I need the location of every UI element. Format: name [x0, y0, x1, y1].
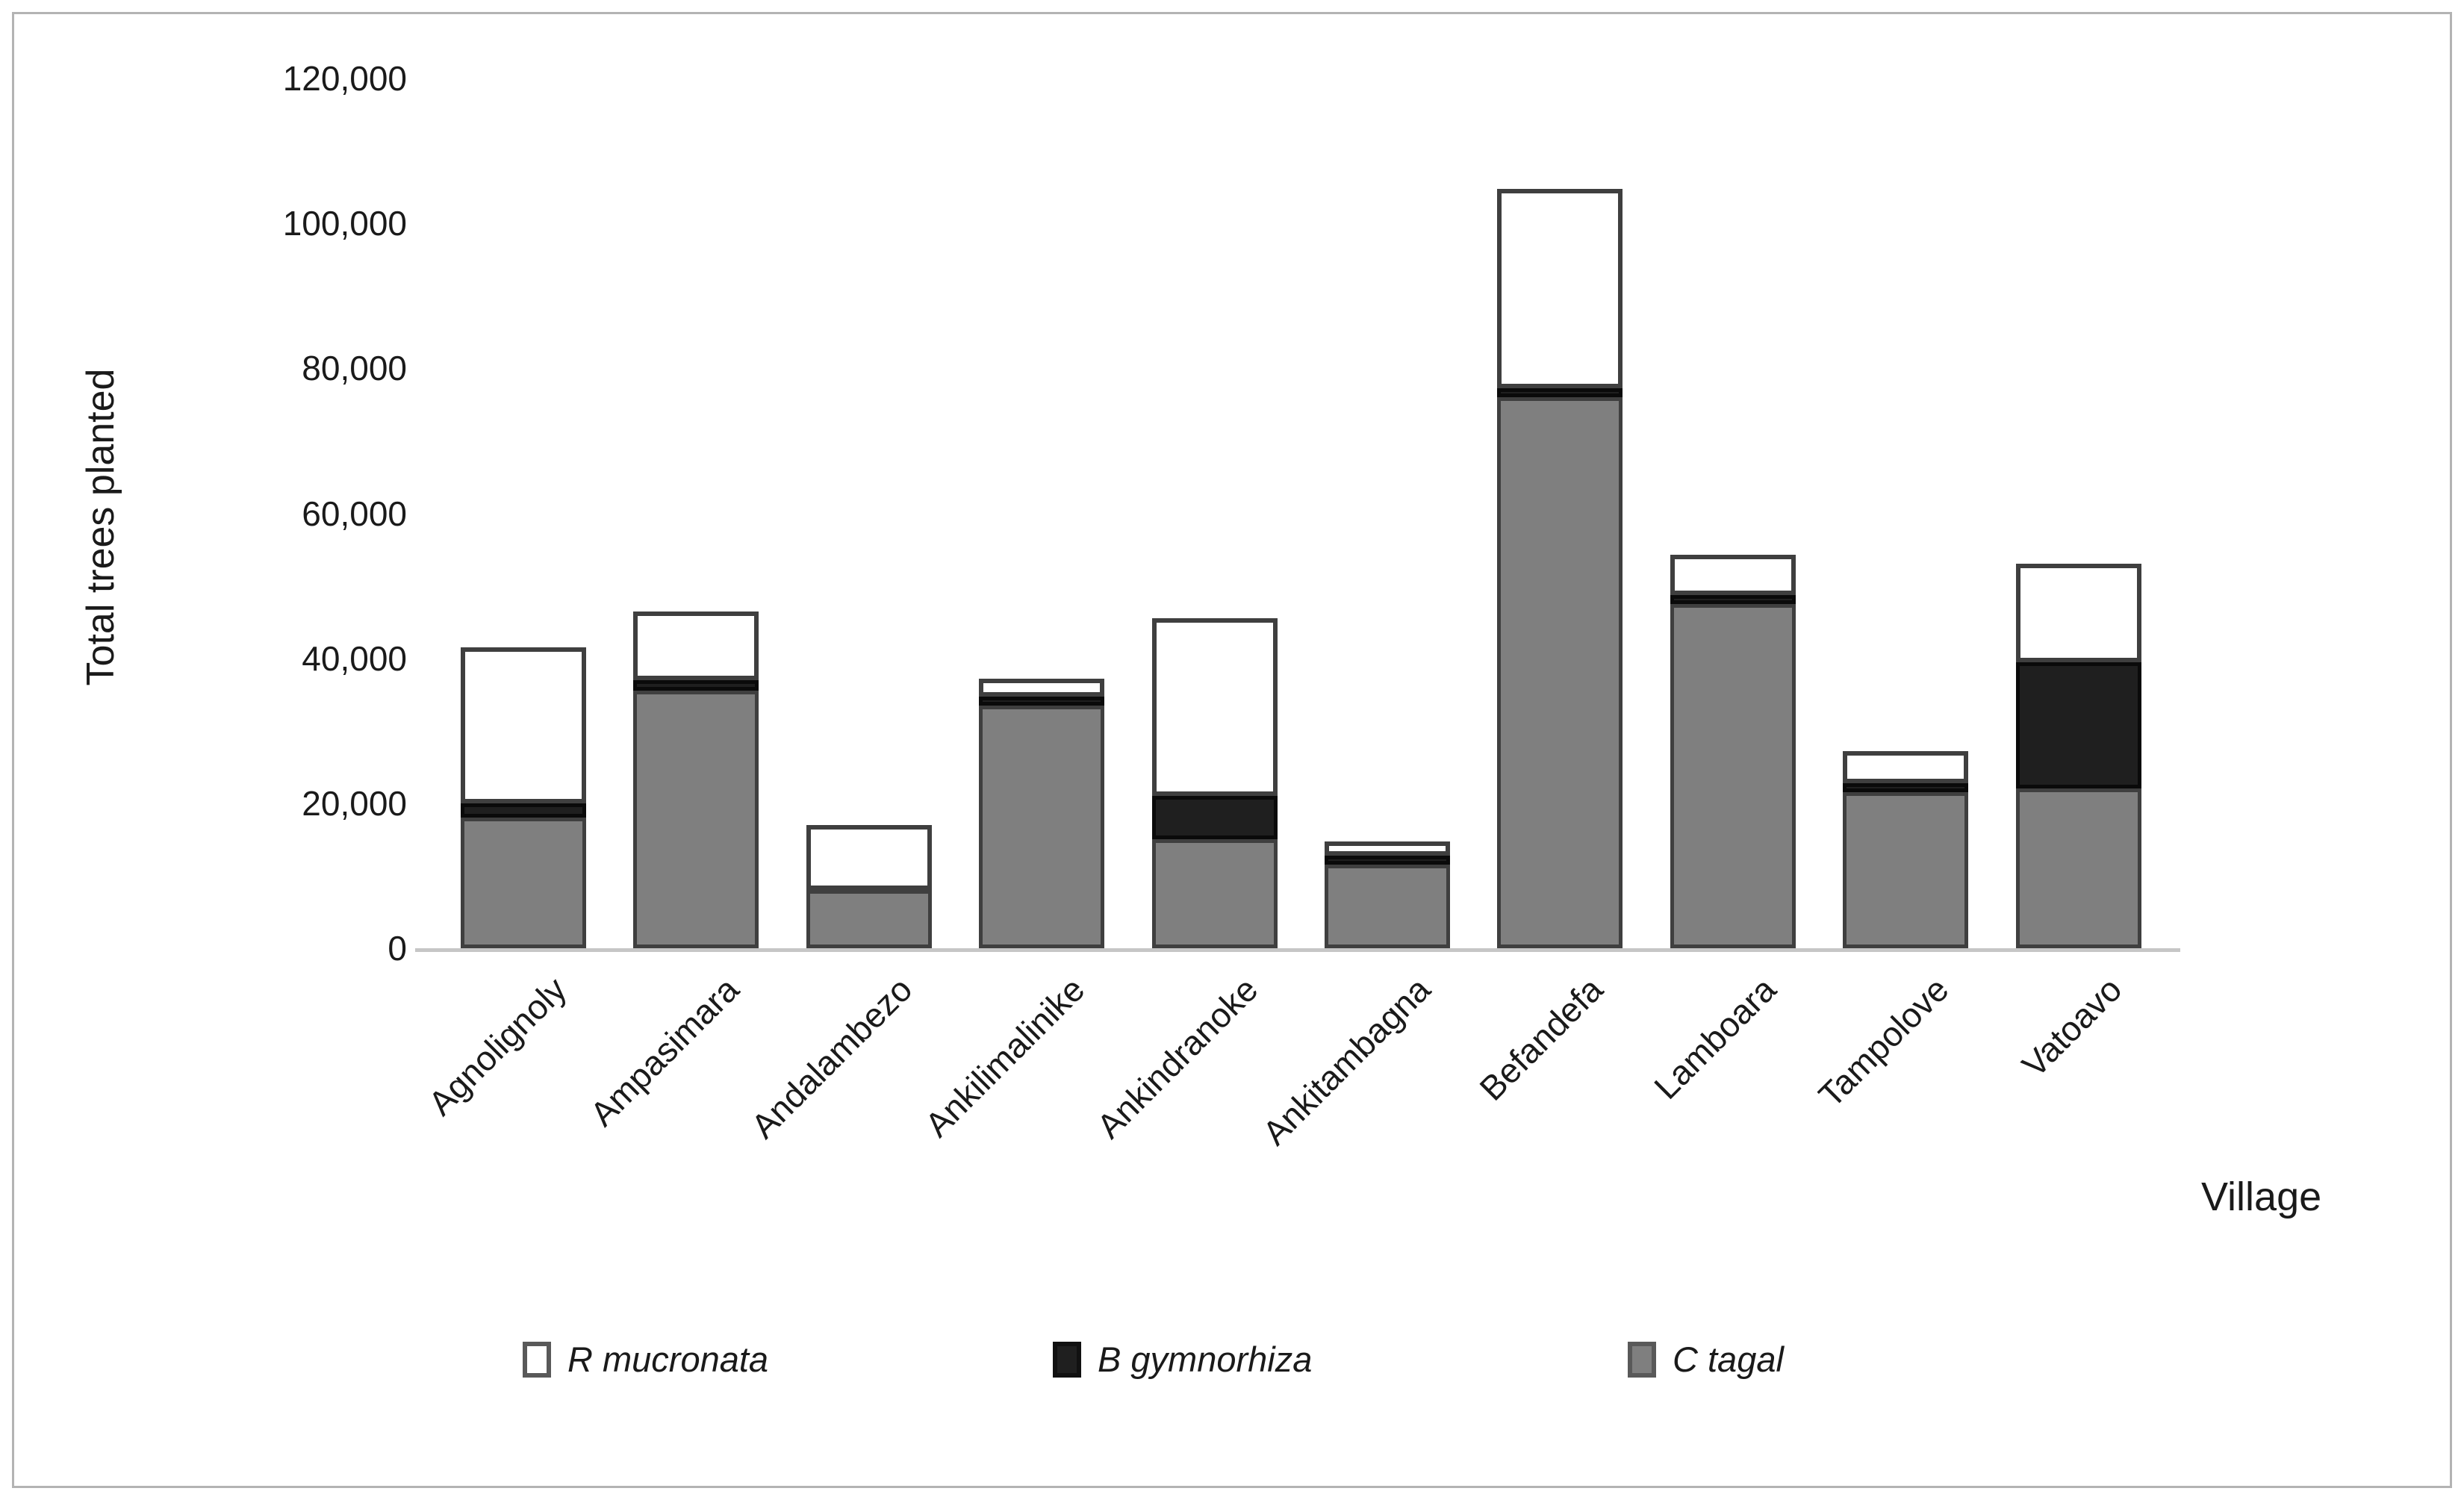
y-tick-label: 0 [388, 929, 407, 968]
y-tick-label: 100,000 [282, 204, 407, 243]
bar-agnolignoly [461, 647, 586, 948]
x-tick-label: Ampasimara [582, 969, 747, 1134]
legend-label: C tagal [1673, 1339, 1784, 1379]
legend-swatch-icon [1053, 1341, 1081, 1378]
legend-label: R mucronata [567, 1339, 769, 1379]
c-tagal-segment [1497, 397, 1623, 948]
x-tick-label: Ankitambagna [1254, 969, 1438, 1153]
x-tick-label: Befandefa [1472, 969, 1611, 1108]
x-tick-label: Andalambezo [743, 969, 920, 1146]
r-mucronata-segment [1497, 189, 1623, 389]
bar-ankilimalinike [979, 678, 1105, 948]
b-gymnorhiza-segment [1151, 796, 1278, 840]
y-tick-label: 60,000 [302, 494, 407, 533]
bar-ampasimara [633, 611, 759, 948]
c-tagal-segment [806, 890, 932, 948]
legend-label: B gymnorhiza [1098, 1339, 1313, 1379]
b-gymnorhiza-segment [1497, 388, 1623, 398]
legend-swatch-icon [1628, 1341, 1656, 1378]
y-tick-label: 40,000 [302, 638, 407, 678]
bar-ankindranoke [1151, 618, 1278, 948]
b-gymnorhiza-segment [461, 803, 586, 818]
x-tick-label: Agnolignoly [420, 969, 574, 1123]
bar-befandefa [1497, 189, 1623, 948]
x-axis-title: Village [2201, 1174, 2322, 1219]
y-tick-label: 80,000 [302, 349, 407, 388]
bar-ankitambagna [1325, 841, 1450, 948]
x-tick-label: Tampolove [1811, 969, 1956, 1115]
r-mucronata-segment [633, 611, 759, 680]
x-tick-label: Ankilimalinike [917, 969, 1092, 1145]
c-tagal-segment [2015, 788, 2141, 948]
r-mucronata-segment [979, 678, 1105, 697]
c-tagal-segment [1843, 792, 1969, 948]
b-gymnorhiza-segment [979, 696, 1105, 706]
bar-tampolove [1843, 750, 1969, 948]
x-tick-label: Ankindranoke [1089, 969, 1266, 1146]
r-mucronata-segment [2015, 564, 2141, 662]
legend-item-c-tagal: C tagal [1628, 1339, 1784, 1380]
legend-item-r-mucronata: R mucronata [523, 1339, 768, 1380]
b-gymnorhiza-segment [1325, 856, 1450, 865]
x-tick-label: Vatoavo [2014, 969, 2129, 1085]
b-gymnorhiza-segment [1843, 783, 1969, 793]
r-mucronata-segment [1843, 750, 1969, 784]
r-mucronata-segment [806, 824, 932, 891]
r-mucronata-segment [1325, 841, 1450, 856]
y-tick-label: 120,000 [282, 59, 407, 98]
bar-vatoavo [2015, 564, 2141, 948]
c-tagal-segment [633, 691, 759, 948]
r-mucronata-segment [1151, 618, 1278, 797]
bar-andalambezo [806, 824, 932, 948]
c-tagal-segment [979, 705, 1105, 948]
r-mucronata-segment [1670, 555, 1796, 595]
r-mucronata-segment [461, 647, 586, 803]
legend-swatch-icon [523, 1341, 551, 1378]
c-tagal-segment [1325, 865, 1450, 948]
y-tick-label: 20,000 [302, 783, 407, 823]
c-tagal-segment [1151, 839, 1278, 948]
bar-lamboara [1670, 555, 1796, 948]
b-gymnorhiza-segment [1670, 594, 1796, 604]
c-tagal-segment [461, 818, 586, 948]
legend-item-b-gymnorhiza: B gymnorhiza [1053, 1339, 1312, 1380]
x-axis-line [415, 948, 2180, 952]
b-gymnorhiza-segment [2015, 662, 2141, 789]
c-tagal-segment [1670, 603, 1796, 948]
b-gymnorhiza-segment [633, 679, 759, 691]
x-tick-label: Lamboara [1646, 969, 1784, 1107]
plot-area [415, 78, 2210, 952]
